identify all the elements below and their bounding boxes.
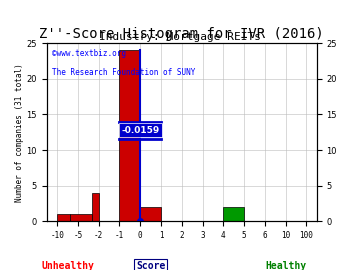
Bar — [57, 214, 69, 221]
Text: The Research Foundation of SUNY: The Research Foundation of SUNY — [52, 68, 195, 77]
Text: Score: Score — [136, 261, 165, 270]
Text: -0.0159: -0.0159 — [121, 126, 159, 135]
Text: Unhealthy: Unhealthy — [41, 261, 94, 270]
Bar — [92, 193, 99, 221]
Bar — [223, 207, 244, 221]
Title: Z''-Score Histogram for IVR (2016): Z''-Score Histogram for IVR (2016) — [40, 27, 324, 41]
Y-axis label: Number of companies (31 total): Number of companies (31 total) — [15, 63, 24, 202]
Text: Industry: Mortgage REITs: Industry: Mortgage REITs — [99, 32, 261, 42]
Bar — [69, 214, 92, 221]
Bar — [120, 50, 140, 221]
Bar — [140, 207, 161, 221]
Text: ©www.textbiz.org: ©www.textbiz.org — [52, 49, 126, 58]
Text: Healthy: Healthy — [265, 261, 306, 270]
